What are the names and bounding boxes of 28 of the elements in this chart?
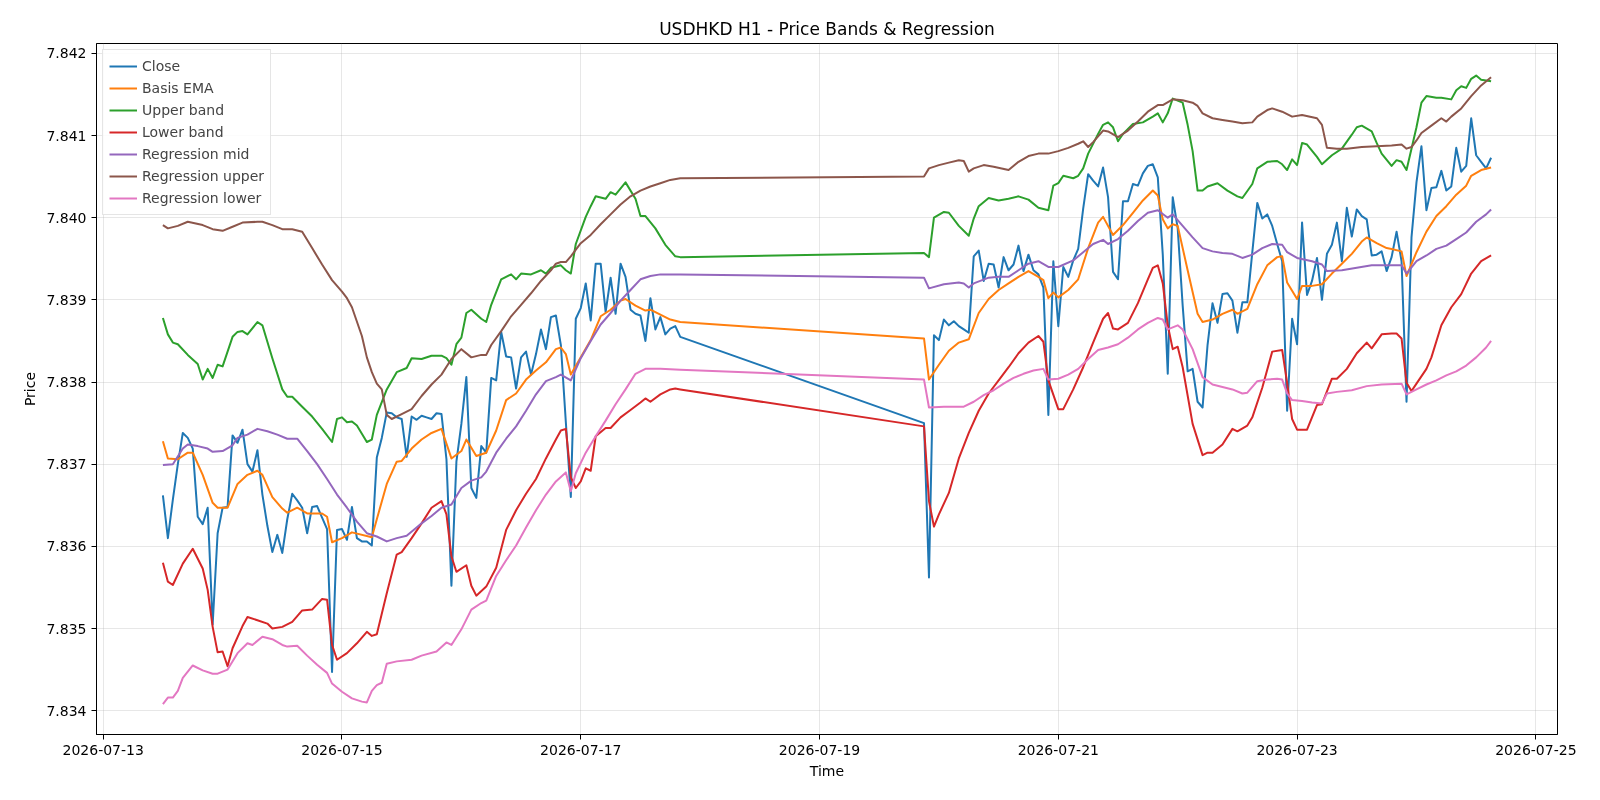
x-tick-label: 2026-07-25 [1495, 741, 1577, 758]
y-tick-label: 7.835 [46, 620, 87, 637]
chart-title: USDHKD H1 - Price Bands & Regression [659, 18, 995, 39]
legend-label: Regression mid [142, 145, 250, 164]
x-axis-title: Time [808, 762, 845, 779]
x-tick-label: 2026-07-17 [540, 741, 622, 758]
y-tick-label: 7.839 [46, 291, 87, 308]
y-tick-label: 7.840 [46, 209, 87, 226]
y-tick-label: 7.841 [46, 127, 87, 144]
line-series [161, 254, 1493, 668]
legend-label: Basis EMA [142, 79, 214, 98]
y-tick-label: 7.836 [46, 538, 87, 555]
y-tick-label: 7.838 [46, 374, 87, 391]
x-tick-label: 2026-07-23 [1256, 741, 1338, 758]
legend-label: Regression upper [142, 167, 265, 186]
y-tick-label: 7.842 [46, 45, 87, 62]
legend-label: Lower band [142, 123, 224, 142]
line-series [161, 316, 1493, 706]
legend-label: Upper band [142, 101, 225, 120]
y-axis-title: Price [22, 371, 39, 407]
legend-label: Close [142, 57, 181, 76]
x-tick-label: 2026-07-19 [778, 741, 861, 758]
y-tick-label: 7.837 [46, 456, 87, 473]
legend-label: Regression lower [142, 189, 262, 208]
y-tick-label: 7.834 [46, 702, 87, 719]
x-tick-label: 2026-07-21 [1017, 741, 1100, 758]
x-tick-label: 2026-07-15 [301, 741, 383, 758]
x-tick-label: 2026-07-13 [62, 741, 144, 758]
